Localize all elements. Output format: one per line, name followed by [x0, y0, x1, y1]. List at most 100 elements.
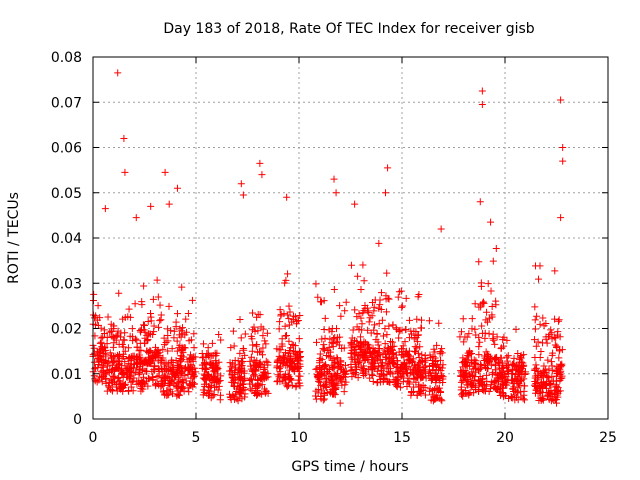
data-point: [375, 320, 383, 328]
data-point: [325, 343, 333, 351]
data-point: [510, 354, 518, 362]
data-point: [149, 330, 157, 338]
data-point: [329, 386, 337, 394]
data-point: [375, 304, 383, 312]
data-point: [431, 369, 439, 377]
data-point: [236, 349, 244, 357]
data-point: [236, 375, 244, 383]
data-point: [228, 366, 236, 374]
data-point: [227, 363, 235, 371]
data-point: [287, 344, 295, 352]
data-point: [477, 362, 485, 370]
data-point: [144, 382, 152, 390]
data-point: [137, 356, 145, 364]
data-point: [291, 313, 299, 321]
data-point: [164, 373, 172, 381]
data-point: [208, 339, 216, 347]
data-point: [121, 168, 129, 176]
data-point: [247, 365, 255, 373]
data-point: [141, 322, 149, 330]
data-point: [438, 349, 446, 357]
data-point: [438, 364, 446, 372]
data-point: [103, 333, 111, 341]
data-point: [556, 346, 564, 354]
data-point: [390, 342, 398, 350]
data-point: [202, 353, 210, 361]
data-point: [331, 375, 339, 383]
data-point: [517, 351, 525, 359]
data-point: [358, 320, 366, 328]
data-point: [402, 326, 410, 334]
x-tick-label: 20: [496, 430, 514, 446]
data-point: [362, 368, 370, 376]
data-point: [406, 380, 414, 388]
data-point: [471, 300, 479, 308]
data-point: [555, 316, 563, 324]
data-point: [349, 326, 357, 334]
data-point: [135, 347, 143, 355]
data-point: [157, 311, 165, 319]
data-point: [105, 368, 113, 376]
data-point: [476, 373, 484, 381]
data-point: [202, 373, 210, 381]
data-point: [476, 198, 484, 206]
data-point: [153, 347, 161, 355]
data-point: [115, 340, 123, 348]
data-point: [489, 330, 497, 338]
data-point: [460, 338, 468, 346]
data-point: [133, 380, 141, 388]
data-point: [393, 357, 401, 365]
data-point: [291, 342, 299, 350]
data-point: [382, 292, 390, 300]
data-point: [275, 325, 283, 333]
data-point: [115, 361, 123, 369]
data-point: [489, 257, 497, 265]
data-point: [249, 341, 257, 349]
data-point: [553, 372, 561, 380]
data-point: [147, 313, 155, 321]
data-point: [104, 357, 112, 365]
data-point: [91, 358, 99, 366]
data-point: [144, 317, 152, 325]
data-point: [296, 357, 304, 365]
data-point: [156, 301, 164, 309]
data-point: [236, 315, 244, 323]
data-point: [352, 371, 360, 379]
data-point: [286, 308, 294, 316]
data-point: [318, 335, 326, 343]
data-point: [475, 388, 483, 396]
data-point: [429, 352, 437, 360]
data-point: [315, 377, 323, 385]
data-point: [188, 354, 196, 362]
data-point: [108, 332, 116, 340]
data-point: [347, 261, 355, 269]
data-point: [538, 371, 546, 379]
data-point: [173, 337, 181, 345]
data-point: [393, 375, 401, 383]
data-point: [360, 307, 368, 315]
data-point: [291, 354, 299, 362]
data-point: [437, 225, 445, 233]
data-point: [257, 360, 265, 368]
data-point: [544, 356, 552, 364]
data-point: [109, 373, 117, 381]
data-point: [381, 340, 389, 348]
data-point: [98, 343, 106, 351]
data-point: [392, 363, 400, 371]
data-point: [131, 300, 139, 308]
data-point: [359, 354, 367, 362]
data-point: [316, 350, 324, 358]
data-point: [273, 345, 281, 353]
data-point: [557, 214, 565, 222]
data-point: [111, 366, 119, 374]
data-point: [217, 336, 225, 344]
data-point: [140, 282, 148, 290]
data-point: [312, 280, 320, 288]
data-point: [401, 338, 409, 346]
data-point: [185, 366, 193, 374]
data-point: [126, 365, 134, 373]
data-point: [463, 389, 471, 397]
data-point: [295, 372, 303, 380]
data-point: [164, 325, 172, 333]
data-point: [406, 316, 414, 324]
